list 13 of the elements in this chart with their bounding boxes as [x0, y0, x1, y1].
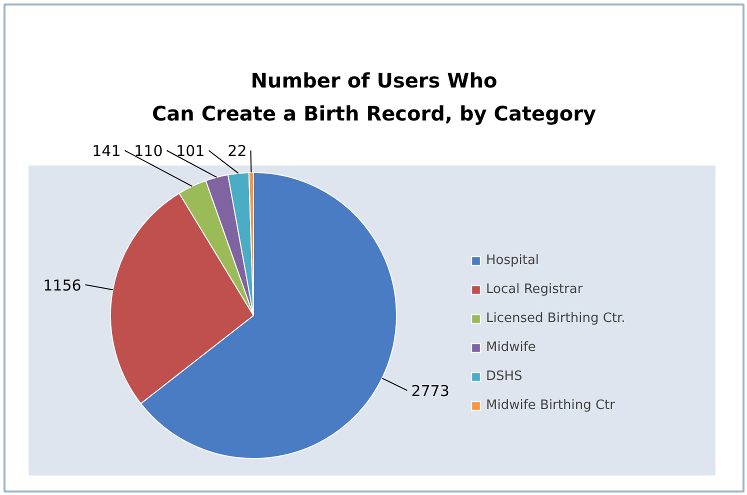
legend-label: Local Registrar: [486, 282, 583, 297]
legend-label: Midwife Birthing Ctr: [486, 398, 615, 413]
data-label: 141: [92, 142, 121, 160]
legend-label: Licensed Birthing Ctr.: [486, 311, 626, 326]
legend-label: Midwife: [486, 340, 536, 355]
data-label: 110: [134, 142, 163, 160]
data-label: 22: [228, 142, 247, 160]
data-label: 101: [176, 142, 205, 160]
data-label: 1156: [43, 276, 82, 294]
legend-label: DSHS: [486, 369, 522, 384]
legend-label: Hospital: [486, 253, 540, 268]
data-label: 2773: [411, 382, 450, 400]
chart-title: Number of Users Who Can Create a Birth Record, by Category: [152, 68, 596, 126]
